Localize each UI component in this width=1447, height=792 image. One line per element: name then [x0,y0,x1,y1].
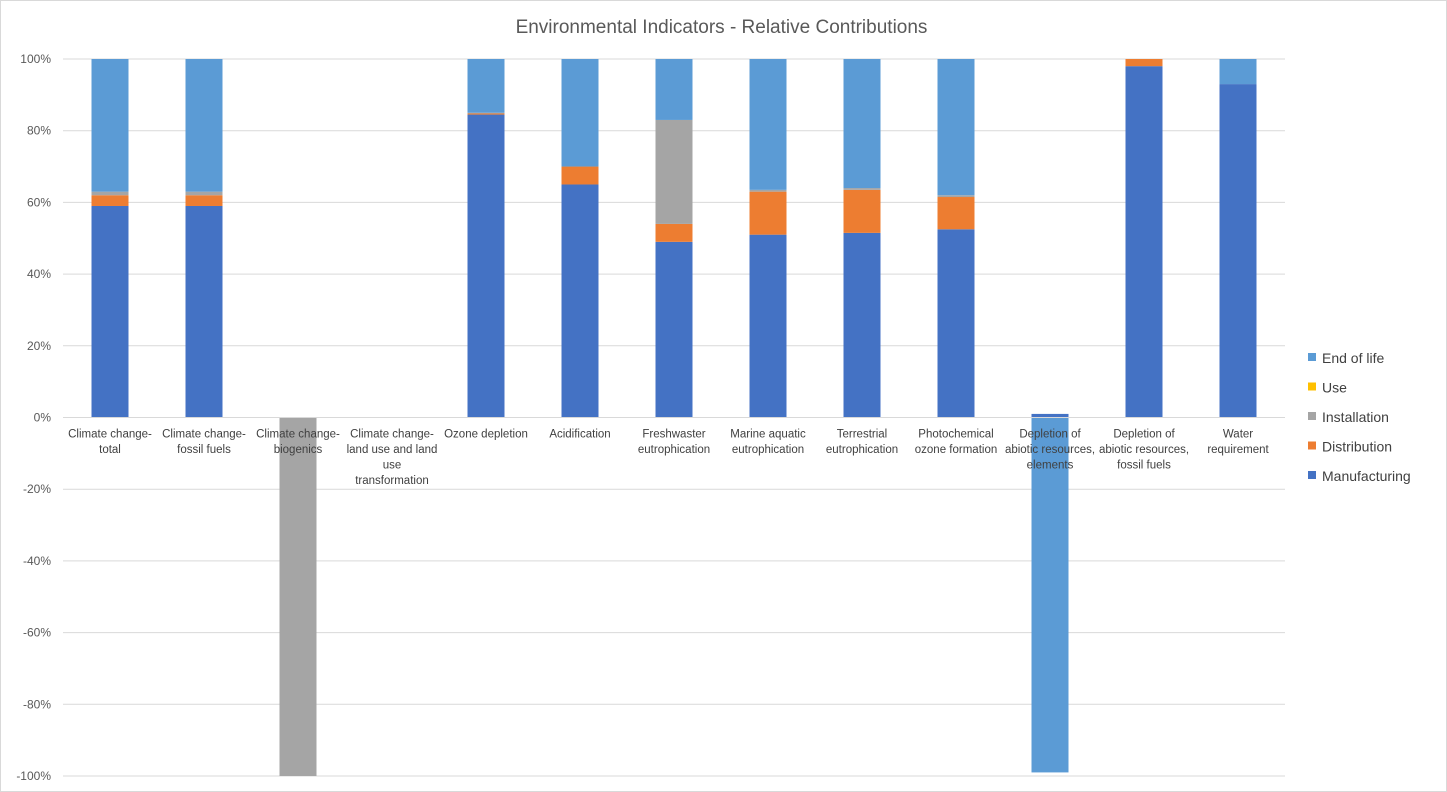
x-category-label: Climate change-fossil fuels [162,429,246,457]
x-category-label: Climate change-land use and land use trans… [347,429,438,488]
bar-installation [749,189,787,192]
bar-manufacturing [843,232,881,418]
x-category-label: Depletion of abiotic resources, elements [1005,429,1095,472]
bar-end-of-life [1219,59,1257,85]
bar-installation [937,195,975,198]
x-category-label: Freshwaster eutrophication [638,429,710,457]
y-tick-label: 60% [27,195,51,209]
bar-installation [91,191,129,196]
bar-manufacturing [91,205,129,418]
bar-installation [843,188,881,190]
bar-manufacturing [937,229,975,418]
bar-end-of-life [843,59,881,189]
bar-end-of-life [561,59,599,167]
y-tick-label: -40% [23,554,51,568]
legend-label: Manufacturing [1322,468,1411,484]
bar-end-of-life [467,59,505,113]
legend-swatch [1308,353,1316,361]
chart-title: Environmental Indicators - Relative Cont… [515,17,928,38]
bar-manufacturing [1125,66,1163,418]
bar-distribution [467,113,505,115]
bar-installation [655,119,693,224]
x-category-label: Marine aquatic eutrophication [730,429,806,457]
bar-manufacturing [749,234,787,418]
x-category-label: Photochemical ozone formation [915,429,997,457]
x-category-label: Climate change-total [68,429,152,457]
legend-swatch [1308,471,1316,479]
bar-end-of-life [185,59,223,192]
x-category-label: Water requirement [1207,429,1269,457]
bar-installation [185,191,223,196]
x-category-label: Depletion of abiotic resources, fossil fue… [1099,429,1189,472]
bar-manufacturing [1031,413,1069,418]
y-tick-label: 100% [20,52,51,66]
y-tick-label: -60% [23,626,51,640]
bar-end-of-life [749,59,787,190]
y-tick-label: -100% [16,769,51,783]
x-category-label: Ozone depletion [444,429,528,441]
bar-distribution [561,166,599,185]
bar-distribution [937,197,975,230]
y-tick-label: 80% [27,124,51,138]
y-tick-label: 20% [27,339,51,353]
bar-manufacturing [561,184,599,418]
y-tick-label: -20% [23,482,51,496]
legend-label: Use [1322,380,1347,396]
bar-distribution [1125,59,1163,67]
legend-label: Distribution [1322,439,1392,455]
y-tick-label: 40% [27,267,51,281]
bar-distribution [843,189,881,233]
x-category-label: Climate change-biogenics [256,429,340,457]
bar-end-of-life [655,59,693,120]
bar-end-of-life [937,59,975,196]
bar-installation [467,112,505,114]
legend-swatch [1308,412,1316,420]
bar-end-of-life [91,59,129,192]
y-tick-label: 0% [34,411,52,425]
bar-installation [279,417,317,776]
bar-manufacturing [1219,84,1257,418]
bar-manufacturing [655,241,693,418]
bar-distribution [749,191,787,235]
bar-end-of-life [1031,417,1069,773]
bar-distribution [91,195,129,206]
legend-swatch [1308,382,1316,391]
y-tick-label: -80% [23,697,51,711]
x-category-label: Acidification [549,429,610,441]
legend-label: Installation [1322,409,1389,425]
bar-manufacturing [467,114,505,418]
x-category-label: Terrestrial eutrophication [826,429,898,457]
bar-distribution [185,195,223,206]
bar-manufacturing [185,205,223,418]
legend-label: End of life [1322,350,1384,366]
legend-swatch [1308,441,1316,450]
bar-distribution [655,223,693,242]
